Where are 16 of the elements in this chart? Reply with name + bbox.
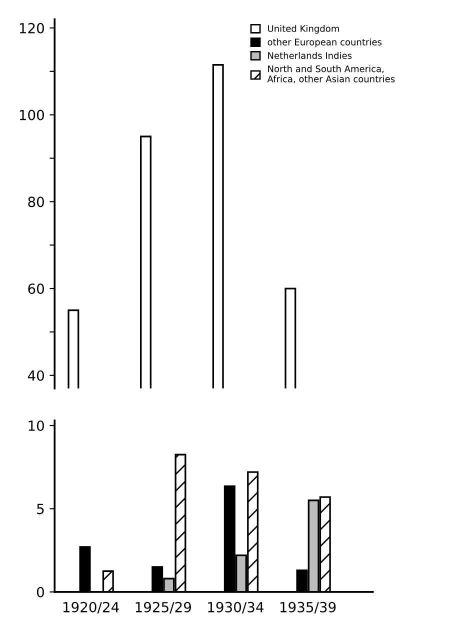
legend-label: United Kingdom [268,24,339,34]
x-tick-label: 1930/34 [208,602,264,614]
legend-label: North and South America, Africa, other Asian countries [267,65,395,84]
legend-label: other European countries [268,38,382,48]
y-tick-label: 10 [28,420,44,431]
y-tick-label: 40 [28,370,44,381]
y-tick-label: 100 [20,110,44,120]
y-tick-label: 60 [28,283,44,294]
x-tick-label: 1925/29 [136,602,191,614]
y-tick-label: 0 [36,586,44,598]
y-tick-label: 80 [28,196,44,208]
x-tick-label: 1935/39 [280,602,336,614]
y-tick-label: 5 [37,504,44,514]
y-tick-label: 120 [20,22,44,34]
x-tick-label: 1920/24 [63,602,119,614]
legend-label: Netherlands Indies [268,52,352,59]
